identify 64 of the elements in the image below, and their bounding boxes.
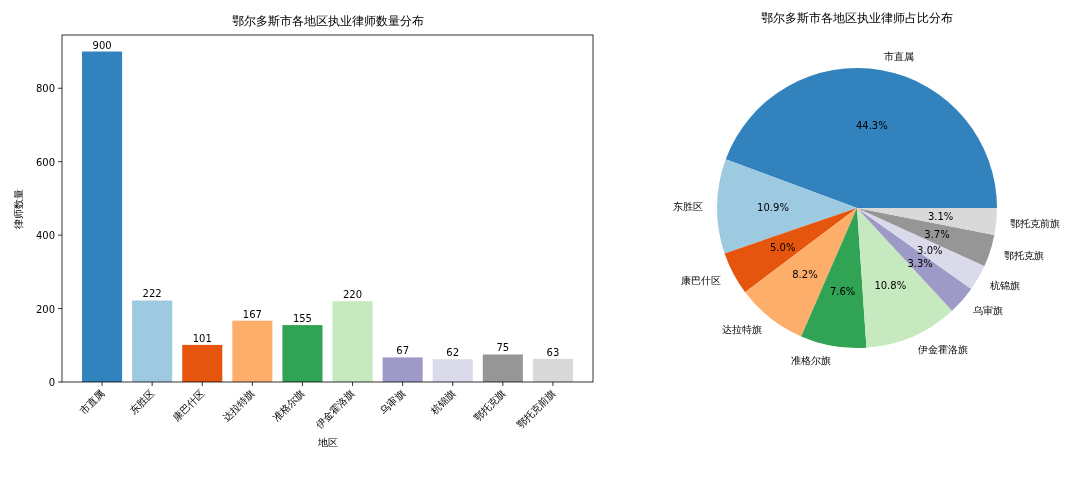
data-label: 3.1% bbox=[927, 211, 954, 223]
slice-label: 市直属 bbox=[884, 51, 915, 63]
bar bbox=[132, 300, 173, 382]
bar bbox=[282, 325, 323, 382]
data-label: 101 bbox=[192, 332, 212, 344]
data-label: 155 bbox=[292, 313, 312, 325]
data-label: 7.6% bbox=[829, 285, 856, 297]
y-tick-label: 0 bbox=[48, 377, 55, 388]
bar bbox=[482, 354, 523, 382]
x-tick-label: 乌审旗 bbox=[378, 387, 408, 417]
chart-title: 鄂尔多斯市各地区执业律师占比分布 bbox=[761, 11, 953, 25]
data-label: 220 bbox=[343, 289, 363, 301]
x-tick-label: 杭锦旗 bbox=[427, 387, 458, 418]
slice-label: 达拉特旗 bbox=[721, 323, 762, 335]
x-tick-label: 鄂托克旗 bbox=[471, 387, 508, 424]
pie-slice bbox=[717, 159, 857, 254]
data-label: 62 bbox=[446, 347, 460, 359]
bar bbox=[432, 359, 473, 382]
x-tick-label: 鄂托克前旗 bbox=[514, 387, 558, 431]
data-label: 67 bbox=[396, 345, 410, 357]
data-label: 75 bbox=[496, 342, 510, 354]
pie-slice bbox=[857, 208, 985, 289]
data-label: 222 bbox=[142, 288, 162, 300]
data-label: 3.7% bbox=[924, 228, 950, 240]
bar bbox=[332, 301, 373, 382]
x-tick-label: 东胜区 bbox=[127, 387, 157, 417]
data-label: 63 bbox=[546, 346, 560, 358]
y-tick-label: 600 bbox=[35, 156, 55, 168]
slice-label: 乌审旗 bbox=[972, 304, 1003, 316]
slice-label: 鄂托克旗 bbox=[1003, 250, 1044, 262]
pie-slice bbox=[857, 208, 972, 311]
data-label: 44.3% bbox=[855, 120, 888, 132]
x-tick-label: 市直属 bbox=[77, 387, 107, 417]
slice-label: 鄂托克前旗 bbox=[1010, 217, 1061, 229]
x-tick-label: 康巴什区 bbox=[170, 387, 207, 424]
x-tick-label: 准格尔旗 bbox=[270, 387, 307, 424]
slice-label: 康巴什区 bbox=[680, 275, 721, 287]
data-label: 10.8% bbox=[874, 280, 907, 292]
slice-label: 准格尔旗 bbox=[790, 354, 831, 366]
pie-slice bbox=[857, 208, 997, 236]
chart-title: 鄂尔多斯市各地区执业律师数量分布 bbox=[231, 14, 424, 28]
bar bbox=[232, 320, 273, 382]
slice-label: 杭锦旗 bbox=[989, 279, 1021, 291]
x-tick-label: 伊金霍洛旗 bbox=[313, 387, 357, 431]
data-label: 900 bbox=[92, 39, 112, 51]
bar bbox=[82, 51, 123, 382]
data-label: 8.2% bbox=[792, 268, 818, 280]
bar bbox=[532, 358, 573, 382]
slice-label: 东胜区 bbox=[673, 201, 704, 213]
bar bbox=[182, 344, 223, 382]
data-label: 5.0% bbox=[770, 242, 796, 254]
y-tick-label: 200 bbox=[35, 303, 55, 315]
bar bbox=[382, 357, 423, 382]
data-label: 167 bbox=[242, 308, 262, 320]
x-tick-label: 达拉特旗 bbox=[220, 387, 257, 424]
slice-label: 伊金霍洛旗 bbox=[918, 344, 968, 356]
data-label: 3.3% bbox=[907, 258, 933, 270]
pie-slice bbox=[857, 208, 995, 267]
y-tick-label: 800 bbox=[35, 83, 55, 95]
data-label: 10.9% bbox=[757, 201, 789, 213]
x-axis-title: 地区 bbox=[316, 437, 338, 448]
y-axis-title: 律师数量 bbox=[13, 188, 24, 229]
y-tick-label: 400 bbox=[35, 230, 55, 242]
data-label: 3.0% bbox=[917, 244, 943, 256]
